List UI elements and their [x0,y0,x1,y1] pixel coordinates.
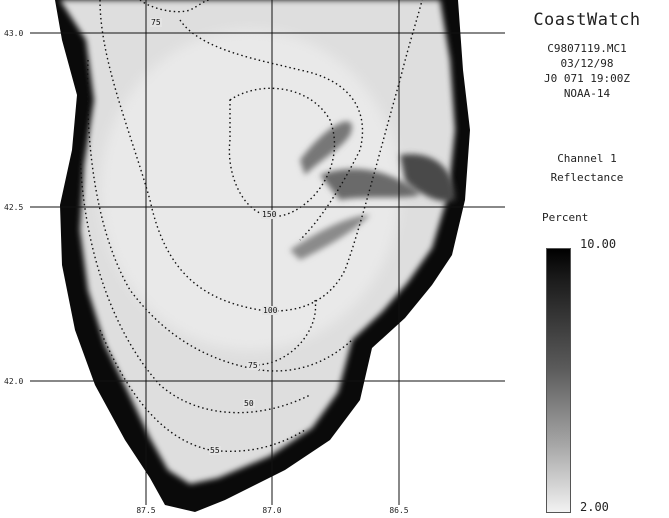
lat-label-42: 42.0 [4,377,24,386]
legend-panel: CoastWatch C9807119.MC1 03/12/98 J0 071 … [505,0,669,518]
colorbar [546,248,571,513]
reflectance-image [30,0,505,512]
colorbar-max-label: 10.00 [580,237,617,251]
colorbar-min-label: 2.00 [580,500,609,514]
channel-label: Channel 1 [557,152,617,165]
contour-label: 55 [209,446,221,455]
lat-label-42-5: 42.5 [4,203,24,212]
contour-label: 75 [247,361,259,370]
julian-time: J0 071 19:00Z [543,72,631,85]
product-title: CoastWatch [533,10,641,30]
lon-label-87-5: 87.5 [136,506,156,515]
depth-contours [79,0,423,452]
quantity-label: Reflectance [550,171,624,184]
contour-label: 100 [262,306,279,315]
reflectance-feature [290,121,455,260]
units-label: Percent [542,211,589,224]
lon-label-87: 87.0 [262,506,282,515]
lon-label-86-5: 86.5 [389,506,409,515]
contour-label: 50 [243,399,255,408]
image-date: 03/12/98 [560,57,614,70]
contour-label: 150 [261,210,278,219]
contour-label: 75 [150,18,162,27]
lat-label-43: 43.0 [4,29,24,38]
satellite-name: NOAA-14 [563,87,611,100]
satellite-image-map: 43.0 42.5 42.0 87.5 87.0 86.5 75 150 100… [4,0,505,515]
image-id: C9807119.MC1 [547,42,627,55]
lat-lon-grid [30,0,505,505]
